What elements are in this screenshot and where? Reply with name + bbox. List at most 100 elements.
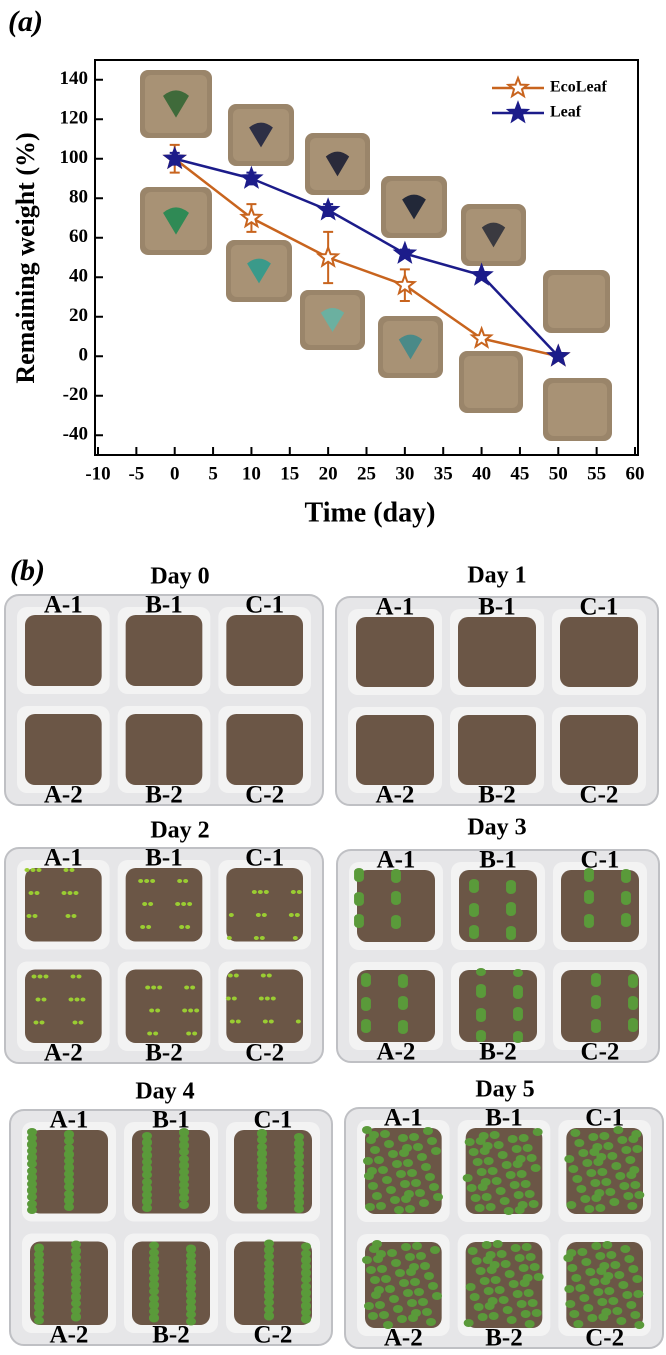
x-tick-label: 55 [587,463,606,484]
seedling [564,1285,575,1293]
seedling [478,1132,489,1140]
seedling [619,1182,630,1190]
seedling [142,902,148,906]
seedling [182,1008,188,1013]
x-tick-label: 60 [626,463,645,484]
seedling [384,1140,394,1148]
seedling [423,1127,433,1135]
seedling [404,1190,414,1198]
seedling [296,890,302,894]
marker [546,343,571,367]
seedling [294,1166,304,1174]
seedling [71,914,77,918]
seedling [469,885,479,893]
soil [25,615,102,686]
seedling [233,973,239,978]
seedling [64,1183,74,1191]
inset-leaf [402,194,426,220]
seedling [228,913,234,917]
seedling [64,1190,74,1198]
seedling [31,974,37,979]
seedling [481,1193,492,1201]
seedling [264,1245,274,1254]
seedling [67,891,73,895]
seedling [294,1185,304,1193]
seedling [523,1289,534,1297]
seedling [394,1206,404,1214]
seedling [389,1295,399,1303]
seedling [71,1292,81,1301]
seedling [399,1279,409,1287]
seedling [517,1201,528,1209]
seedling [370,1146,380,1154]
seedling [386,1186,396,1194]
soil [459,970,537,1042]
seedling [506,932,516,940]
y-tick-label: 100 [60,147,89,168]
seedling [361,1003,371,1011]
seedling [34,1302,44,1311]
seedling [471,1257,482,1265]
seedling [186,1271,196,1280]
seedling [628,1265,639,1273]
seedling [518,1134,529,1142]
seedling [149,1294,159,1303]
seedling [475,1267,486,1275]
seedling [381,1275,391,1283]
soil [234,1130,312,1214]
seedling [142,1164,152,1172]
seedling [264,1252,274,1261]
seedling [179,1155,189,1163]
seedling [419,1199,429,1207]
marker [392,272,418,296]
seedling [142,1204,152,1212]
seedling [529,1263,540,1271]
seedling [480,1178,491,1186]
seedling [185,925,191,929]
seedling [146,925,152,929]
x-tick-label: -5 [128,463,144,484]
seedling [615,1172,626,1180]
seedling [427,1137,437,1145]
seedling [149,1008,155,1013]
seedling [179,1181,189,1189]
seedling [71,1273,81,1282]
inset-leaf [249,122,273,148]
soil [125,615,203,686]
seedling [415,1189,425,1197]
seedling [501,1161,512,1169]
seedling [157,985,163,990]
well-label: A-2 [377,1039,416,1066]
seedling [502,1306,513,1314]
seedling [186,1264,196,1273]
seedling [584,896,594,904]
seedling [264,1311,274,1320]
seedling [138,879,144,883]
seedling [582,1159,593,1167]
seedling [186,1317,196,1326]
seedling [578,1149,589,1157]
seedling [382,1176,392,1184]
seedling [573,1320,584,1328]
seedling [34,1316,44,1325]
seedling [485,1203,496,1211]
seedling [64,1144,74,1152]
seedling [142,1197,152,1205]
legend-label: Leaf [550,104,582,121]
seedling [633,1290,644,1298]
seedling [257,1162,267,1170]
seedling [426,1318,436,1326]
soil [357,970,435,1042]
seedling [27,1206,37,1214]
seedling [414,1288,424,1296]
seedling [433,1193,443,1201]
seedling [264,1291,274,1300]
seedling [268,1019,274,1024]
seedling [495,1187,506,1195]
seedling [179,925,185,929]
legend-marker [505,75,531,99]
seedling [368,1182,378,1190]
seedling [526,1154,537,1162]
seedling [601,1178,612,1186]
seedling [374,1286,384,1294]
